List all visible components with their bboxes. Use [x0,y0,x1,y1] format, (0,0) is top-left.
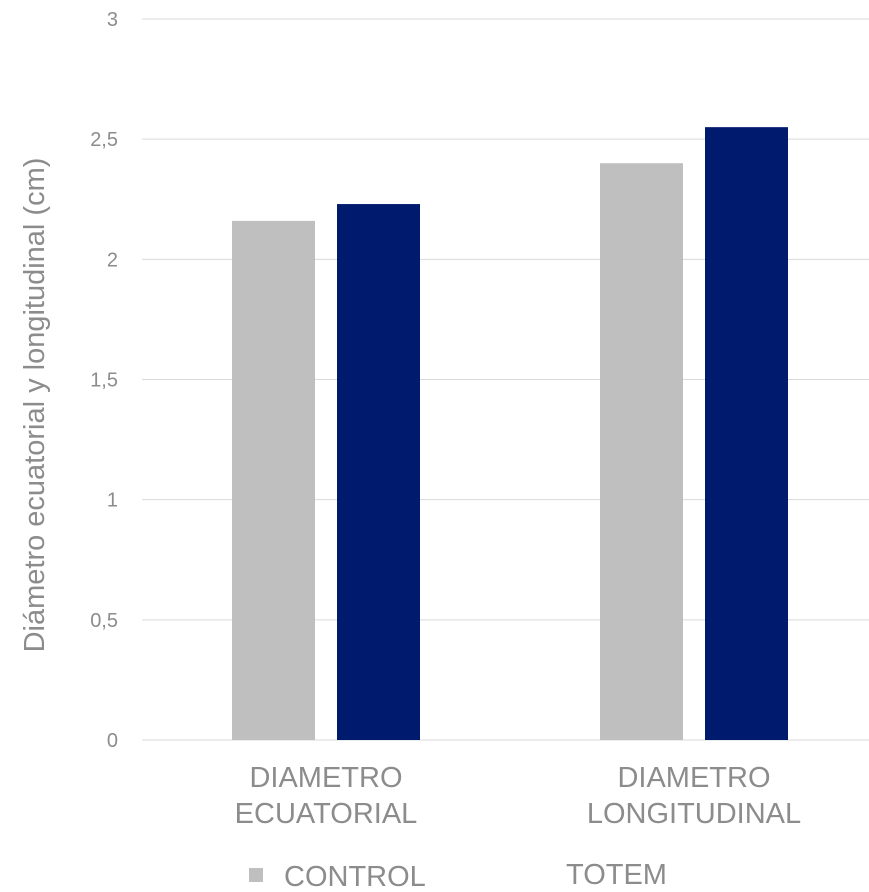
bar-totem-1 [337,204,420,741]
bar-totem-2 [705,127,788,740]
y-tick-label: 1,5 [90,370,118,392]
y-tick-label: 0 [107,730,118,752]
legend-label-totem: TOTEM [566,859,667,891]
y-axis-label: Diámetro ecuatorial y longitudinal (cm) [19,158,51,653]
y-tick-label: 0,5 [90,610,118,632]
y-tick-label: 1 [107,490,118,512]
x-tick-label: DIAMETRO ECUATORIAL [235,762,418,830]
y-axis-ticks: 0 0,5 1 1,5 2 2,5 3 [90,9,118,752]
bar-control-2 [600,163,683,740]
y-tick-label: 2 [107,249,118,271]
bar-control-1 [232,220,315,740]
y-tick-label: 3 [107,9,118,31]
y-tick-label: 2,5 [90,129,118,151]
legend: CONTROL TOTEM [249,859,667,892]
x-tick-label: DIAMETRO LONGITUDINAL [587,762,801,830]
x-axis-ticks: DIAMETRO ECUATORIAL DIAMETRO LONGITUDINAL [235,762,801,830]
legend-marker-control [249,868,263,882]
legend-label-control: CONTROL [284,861,426,892]
bars [232,127,788,741]
